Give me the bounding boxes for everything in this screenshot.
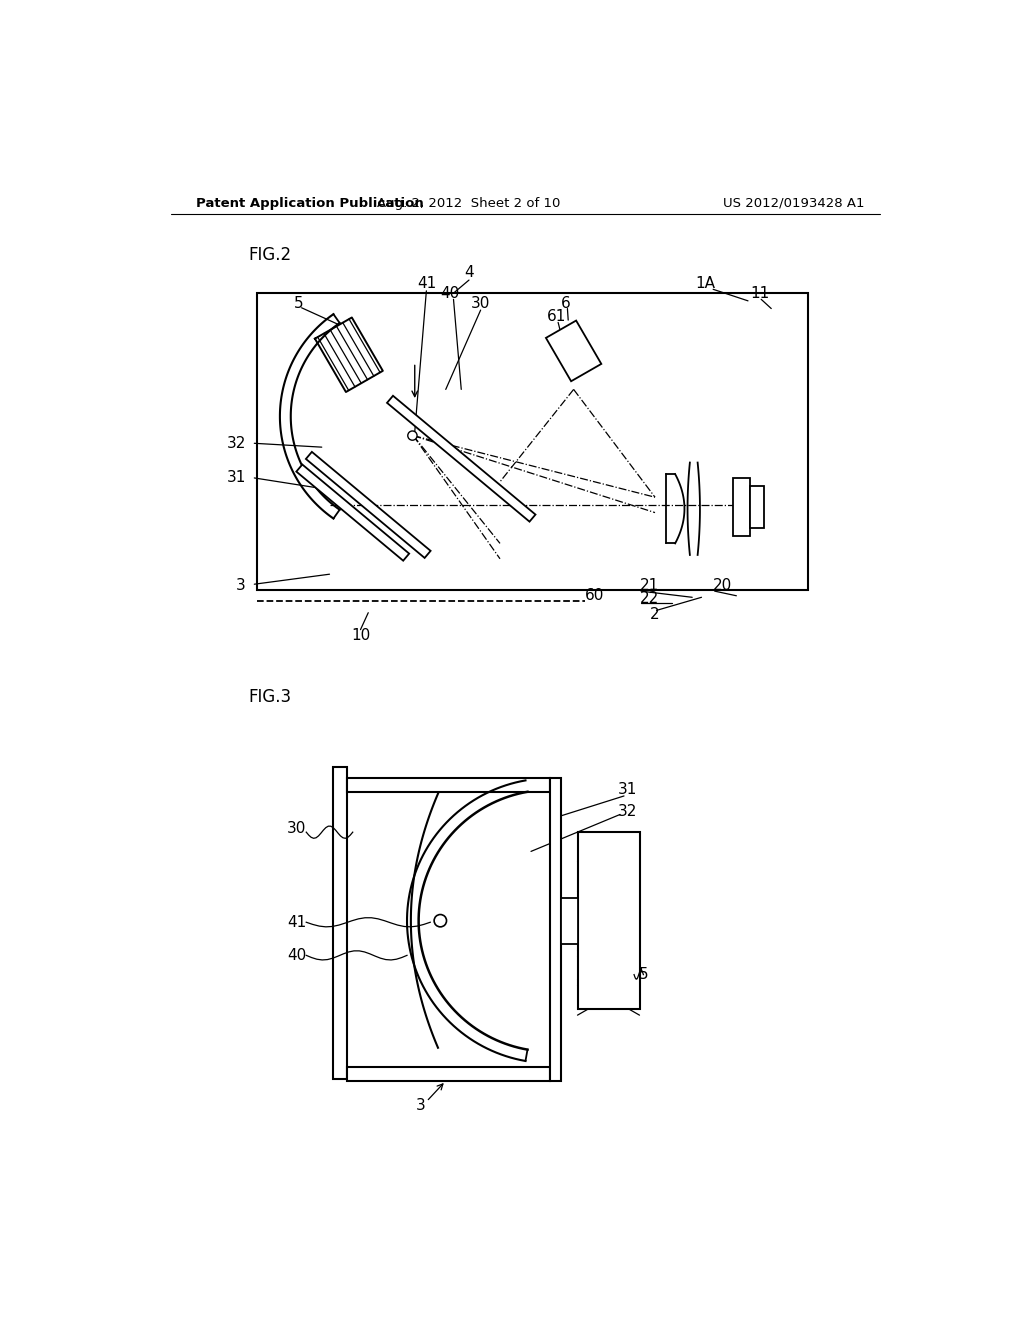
Polygon shape [296,465,410,561]
Text: 4: 4 [464,265,474,280]
Text: 5: 5 [639,968,648,982]
Text: 61: 61 [547,309,566,323]
Bar [257,293,808,590]
Text: 60: 60 [586,589,604,603]
Bar [561,898,578,944]
Polygon shape [306,451,431,558]
Text: 20: 20 [713,578,732,593]
Bar [578,832,640,1010]
Text: 5: 5 [294,296,303,310]
Text: 32: 32 [618,804,638,818]
Polygon shape [546,321,601,381]
Text: FIG.2: FIG.2 [248,246,291,264]
Text: 30: 30 [288,821,306,836]
Text: 31: 31 [226,470,246,486]
Bar [732,478,750,536]
Bar [347,779,550,792]
Bar [550,779,561,1081]
Text: 11: 11 [750,285,769,301]
Text: 31: 31 [618,783,638,797]
Text: 10: 10 [351,628,370,643]
Text: Patent Application Publication: Patent Application Publication [197,197,424,210]
Bar [334,767,347,1078]
Text: 2: 2 [650,607,659,622]
Polygon shape [387,396,536,521]
Text: 6: 6 [561,296,570,310]
Text: 21: 21 [640,578,658,593]
Text: 22: 22 [640,591,658,606]
Text: US 2012/0193428 A1: US 2012/0193428 A1 [723,197,864,210]
Circle shape [434,915,446,927]
Text: 3: 3 [416,1098,426,1113]
Bar [347,1067,550,1081]
Text: 32: 32 [226,436,246,451]
Circle shape [408,432,417,441]
Text: 41: 41 [288,915,306,929]
Bar [751,486,764,528]
Text: 30: 30 [471,296,490,310]
Text: 3: 3 [237,578,246,593]
Text: FIG.3: FIG.3 [248,689,291,706]
Text: Aug. 2, 2012  Sheet 2 of 10: Aug. 2, 2012 Sheet 2 of 10 [377,197,561,210]
Text: 1A: 1A [695,276,716,290]
Text: 41: 41 [417,276,436,290]
Text: 40: 40 [288,948,306,962]
Text: 40: 40 [440,285,459,301]
